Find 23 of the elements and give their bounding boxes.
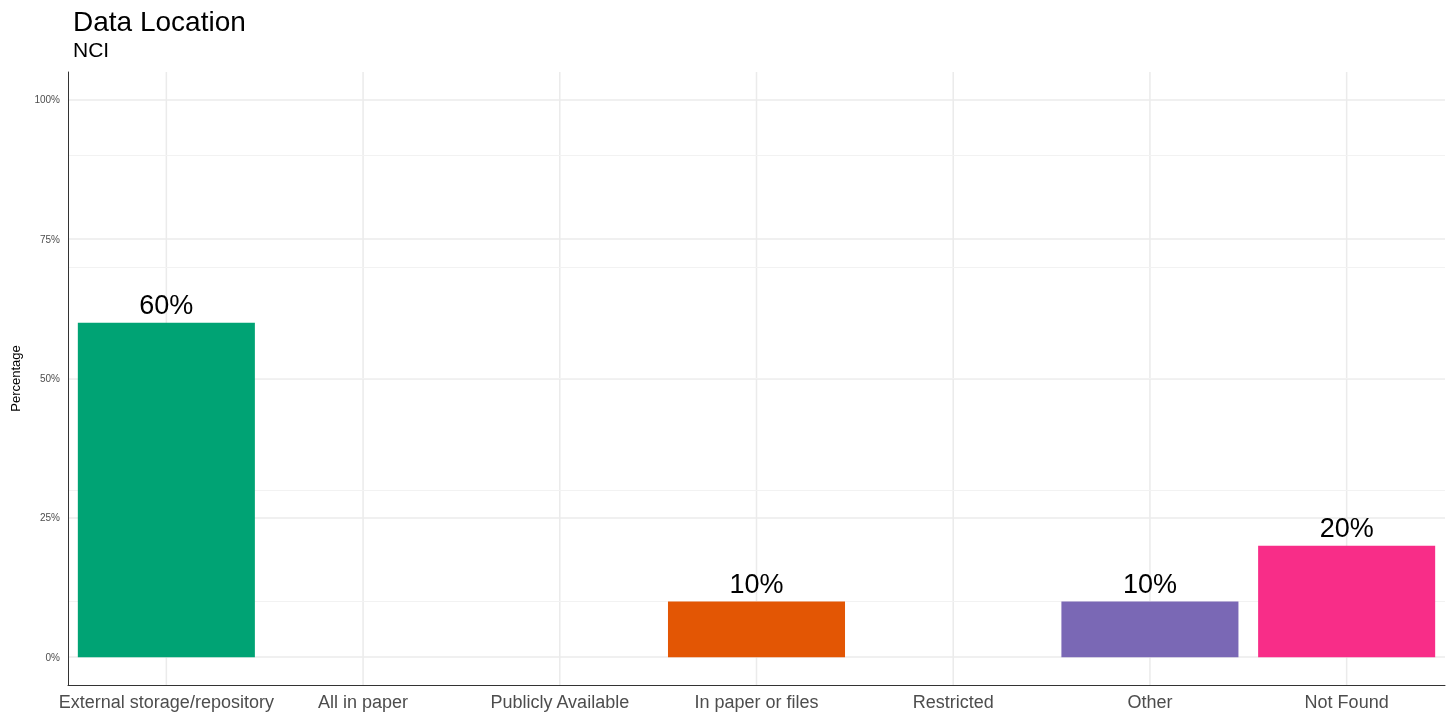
bar xyxy=(77,322,255,658)
data-label: 20% xyxy=(1319,513,1374,544)
y-tick-label: 25% xyxy=(39,512,61,524)
bar xyxy=(667,601,846,658)
x-tick-label: In paper or files xyxy=(694,692,819,712)
x-tick-label: All in paper xyxy=(318,692,409,712)
data-label: 10% xyxy=(1122,568,1177,599)
y-tick-label: 0% xyxy=(45,651,61,663)
bar xyxy=(1258,545,1436,658)
y-tick-label: 75% xyxy=(39,233,61,245)
y-axis-title: Percentage xyxy=(8,345,23,412)
y-tick-label: 50% xyxy=(39,373,61,384)
chart-subtitle: NCI xyxy=(73,38,110,61)
chart-title: Data Location xyxy=(73,5,246,37)
bar xyxy=(1061,601,1239,658)
x-tick-label: Restricted xyxy=(912,692,994,712)
x-tick-label: Other xyxy=(1127,692,1173,712)
x-tick-label: Publicly Available xyxy=(490,692,630,712)
x-tick-label: External storage/repository xyxy=(58,692,274,712)
data-label: 10% xyxy=(729,568,784,599)
data-label: 60% xyxy=(139,290,194,321)
x-tick-label: Not Found xyxy=(1304,692,1389,712)
y-tick-label: 100% xyxy=(34,94,61,106)
